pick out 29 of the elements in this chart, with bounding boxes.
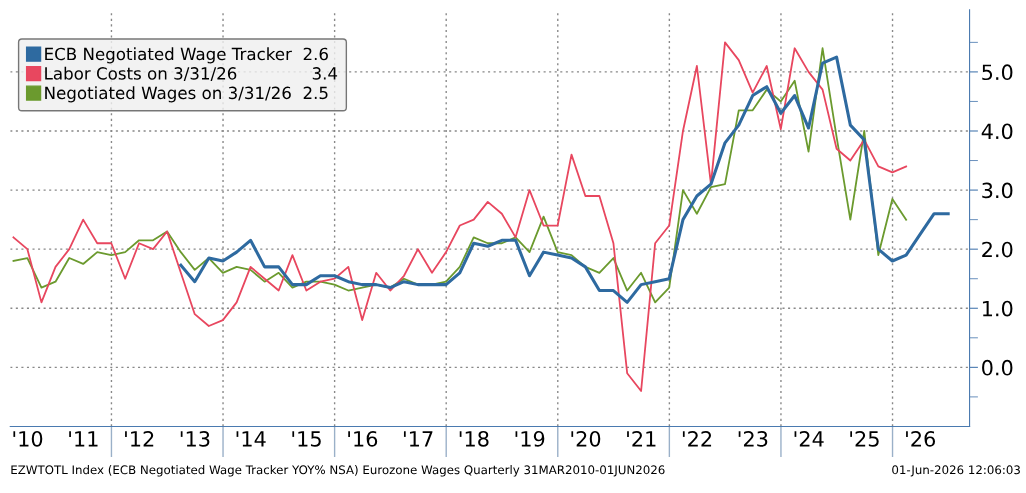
x-tick-label: '12 (125, 430, 154, 447)
x-tick-label: '17 (403, 431, 433, 447)
y-tick-label: 5.0 (982, 64, 1013, 81)
x-tick-label: '14 (236, 431, 266, 447)
x-tick-label: '20 (571, 430, 601, 447)
x-tick-label: '11 (69, 431, 98, 447)
text: 01-Jun-2026 12:06:03 (892, 465, 1020, 477)
text: EZWTOTL Index (ECB Negotiated Wage Tracker YOY% NSA) Eurozone Wages Quarterly 31MAR2010-01JUN2026 (11, 465, 665, 477)
x-tick-label: '25 (850, 430, 879, 447)
x-tick-label: '21 (627, 430, 656, 447)
legend-label: ECB Negotiated Wage Tracker 2.6 (45, 47, 328, 64)
legend-label: Negotiated Wages on 3/31/26 2.5 (45, 86, 328, 103)
y-tick-label: 2.0 (982, 241, 1013, 258)
x-tick-label: '18 (459, 430, 489, 447)
x-tick-label: '16 (348, 430, 378, 447)
y-tick-label: 4.0 (981, 123, 1013, 140)
x-tick-label: '15 (292, 431, 321, 447)
y-tick-label: 3.0 (982, 182, 1013, 199)
line-series (12, 41, 908, 392)
y-tick-label: 1.0 (982, 300, 1013, 317)
x-tick-label: '26 (906, 430, 936, 447)
x-tick-label: '22 (682, 430, 712, 447)
y-tick-label: 0.0 (982, 359, 1013, 376)
x-tick-label: '19 (515, 430, 545, 447)
x-tick-label: '13 (180, 430, 210, 447)
x-tick-label: '10 (13, 430, 43, 447)
x-tick-label: '24 (794, 430, 824, 447)
legend-label: Labor Costs on 3/31/26 3.4 (45, 66, 338, 82)
x-tick-label: '23 (738, 430, 768, 447)
